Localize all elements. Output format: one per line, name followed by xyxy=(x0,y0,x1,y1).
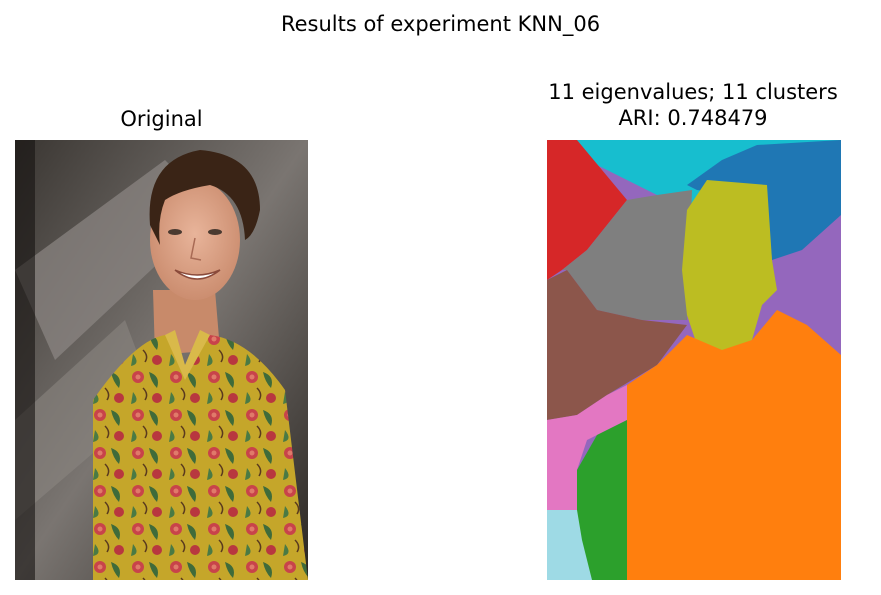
segment-pink xyxy=(547,385,627,510)
segment-lightblue xyxy=(547,510,592,580)
segment-olive xyxy=(682,180,777,355)
original-photo-svg xyxy=(15,140,308,580)
segment-red xyxy=(547,140,627,280)
segment-blue xyxy=(687,140,841,260)
segment-gray xyxy=(562,190,692,320)
figure-title: Results of experiment KNN_06 xyxy=(280,12,601,36)
segment-brown xyxy=(547,270,687,420)
segmented-panel-title: 11 eigenvalues; 11 clusters ARI: 0.74847… xyxy=(500,79,881,131)
segmented-title-line-1: 11 eigenvalues; 11 clusters xyxy=(548,80,838,104)
hair xyxy=(149,150,260,245)
segment-orange xyxy=(627,310,841,580)
segmented-title-line-2: ARI: 0.748479 xyxy=(618,106,768,130)
segment-green xyxy=(577,420,627,580)
segmentation-svg xyxy=(547,140,841,580)
segmentation-image xyxy=(547,140,841,580)
original-image xyxy=(15,140,308,580)
shirt xyxy=(93,335,308,580)
original-panel-title: Original xyxy=(120,107,203,131)
